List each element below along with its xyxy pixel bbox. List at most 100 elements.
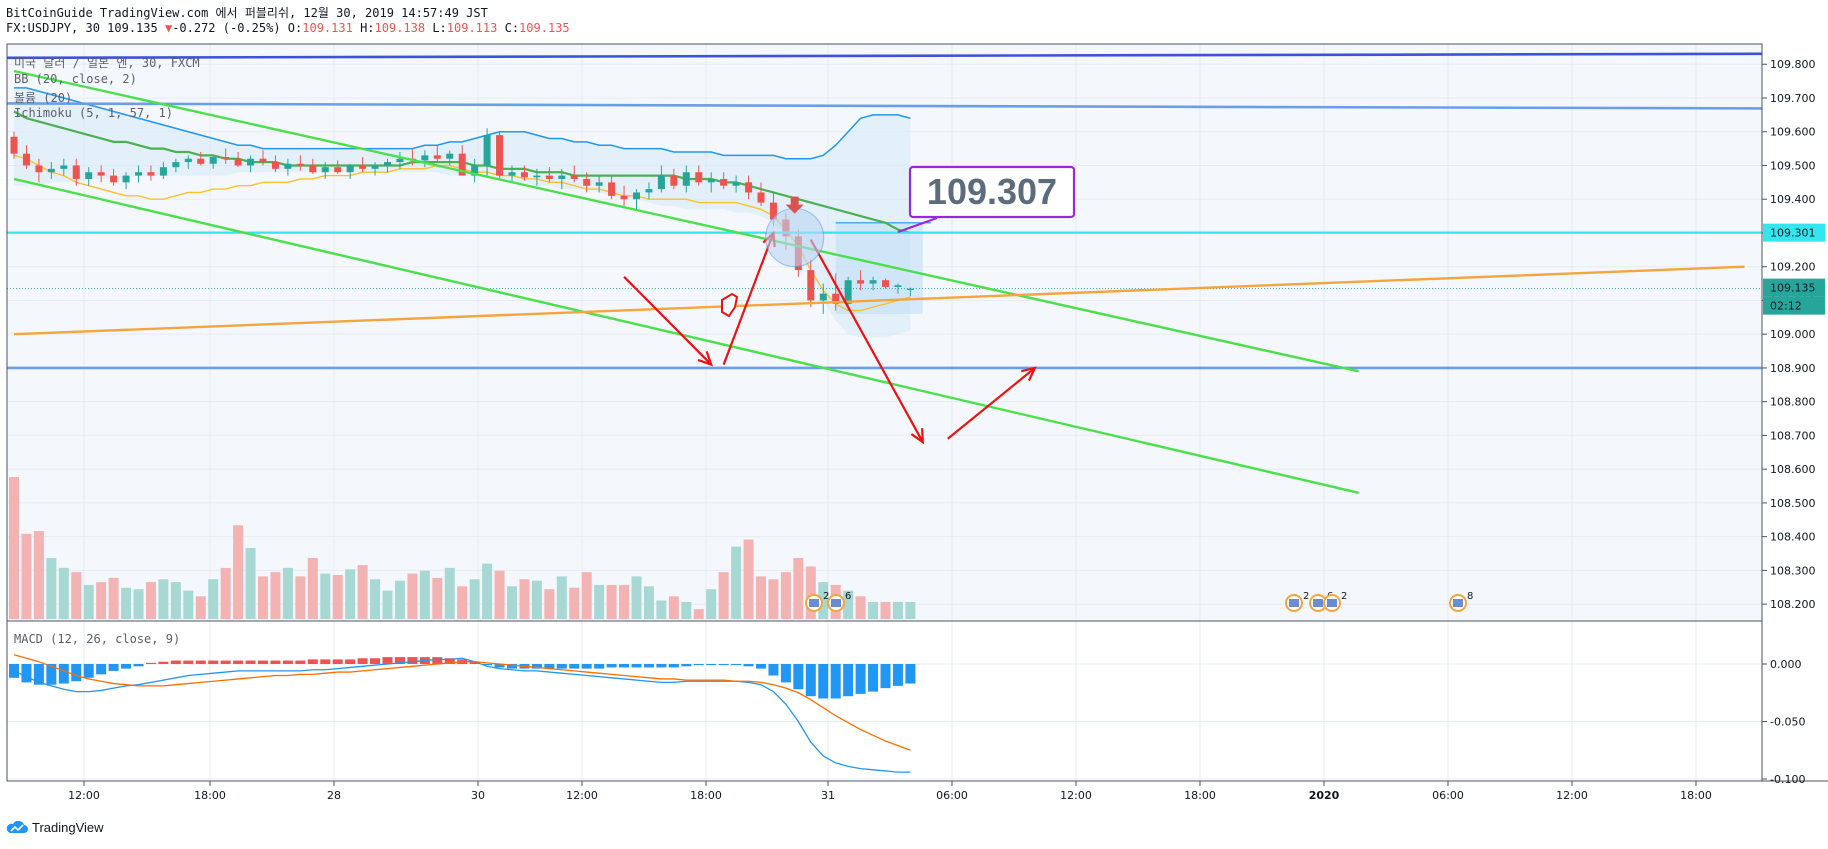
candle-body (47, 168, 55, 173)
price-tick-label: 109.500 (1770, 159, 1816, 172)
candle-body (234, 158, 242, 166)
volume-bar (631, 576, 642, 619)
macd-hist-bar (195, 660, 206, 664)
price-tick-label: 109.700 (1770, 92, 1816, 105)
time-tick-label: 30 (471, 789, 485, 802)
time-tick-label: 31 (821, 789, 835, 802)
volume-bar (33, 530, 44, 619)
candle-body (122, 175, 130, 183)
time-tick-label: 12:00 (68, 789, 100, 802)
volume-bar (345, 569, 356, 619)
macd-hist-bar (370, 658, 381, 664)
bb-band-fill (14, 87, 911, 338)
volume-bar (606, 584, 617, 619)
macd-hist-bar (158, 661, 169, 664)
macd-line (13, 657, 911, 773)
countdown-badge: 02:12 (1763, 296, 1825, 315)
tradingview-logo[interactable]: TradingView (6, 820, 104, 835)
volume-bar (332, 574, 343, 619)
level-price-badge-bg (1763, 223, 1825, 242)
candle-body (720, 178, 728, 186)
candle-body (608, 182, 616, 196)
macd-hist-bar (531, 664, 542, 669)
price-tick-label: 108.800 (1770, 396, 1816, 409)
signal-line (13, 654, 911, 751)
volume-bar (594, 584, 605, 619)
ichimoku-legend[interactable]: Ichimoku (5, 1, 57, 1) (14, 106, 173, 120)
volume-legend[interactable]: 볼륨 (20) (14, 91, 73, 105)
volume-bar (768, 579, 779, 619)
candle-body (22, 153, 30, 166)
volume-bar (444, 567, 455, 619)
bb-legend[interactable]: BB (20, close, 2) (14, 72, 137, 86)
hand-pointer-icon (721, 292, 739, 318)
candle-body (520, 172, 528, 178)
candle-body (284, 163, 292, 169)
macd-hist-bar (145, 662, 156, 664)
candle-body (483, 135, 491, 166)
candle-body (906, 288, 914, 290)
macd-hist-bar (121, 664, 132, 669)
volume-bar (581, 572, 592, 619)
volume-bar (270, 572, 281, 619)
time-tick-label: 28 (327, 789, 341, 802)
macd-hist-bar (494, 664, 505, 668)
macd-hist-bar (556, 664, 567, 669)
macd-hist-bar (656, 664, 667, 668)
volume-bar (482, 563, 493, 619)
symbol-line: FX:USDJPY, 30 109.135 ▼-0.272 (-0.25%) O… (6, 21, 570, 35)
candle-body (807, 270, 815, 301)
volume-bar (145, 582, 156, 619)
macd-hist-bar (270, 660, 281, 664)
volume-bar (58, 567, 69, 619)
countdown-badge-bg (1763, 296, 1825, 315)
macd-hist-bar (643, 664, 654, 668)
price-tick-label: 108.900 (1770, 362, 1816, 375)
volume-bar (756, 576, 766, 619)
time-tick-label: 12:00 (566, 789, 598, 802)
volume-bar (183, 590, 194, 619)
macd-hist-bar (768, 664, 779, 676)
candle-body (346, 165, 354, 173)
volume-bar (531, 580, 542, 619)
volume-bar (9, 477, 19, 619)
volume-bar (743, 539, 754, 619)
level-price-badge: 109.301 (1763, 223, 1825, 242)
macd-hist-bar (507, 664, 517, 669)
candle-body (471, 165, 479, 176)
macd-legend[interactable]: MACD (12, 26, close, 9) (14, 632, 181, 646)
flag-icon-fill (831, 599, 841, 607)
candle-body (35, 165, 43, 173)
last-price-badge-bg (1763, 278, 1825, 297)
macd-hist-bar (382, 657, 393, 664)
candle-body (135, 172, 142, 176)
volume-bar (494, 570, 505, 619)
volume-bar (731, 546, 742, 619)
event-count: 2 (1341, 591, 1347, 602)
time-tick-label: 18:00 (690, 789, 722, 802)
candle-body (558, 175, 566, 179)
symbol-legend[interactable]: 미국 달러 / 일본 엔, 30, FXCM (14, 56, 200, 70)
macd-hist-bar (818, 664, 829, 699)
macd-hist-bar (619, 664, 630, 668)
volume-bar (569, 587, 580, 619)
volume-bar (258, 576, 268, 619)
macd-hist-bar (905, 664, 916, 684)
macd-hist-bar (706, 664, 717, 666)
macd-hist-bar (108, 664, 119, 671)
macd-hist-bar (830, 664, 841, 699)
macd-hist-bar (96, 664, 107, 675)
macd-hist-bar (133, 664, 144, 667)
macd-tick-label: -0.050 (1770, 716, 1805, 729)
volume-bar (220, 567, 231, 619)
flag-icon-fill (1289, 599, 1299, 607)
macd-hist-bar (307, 659, 318, 664)
volume-bar (394, 580, 405, 619)
candle-body (496, 135, 504, 176)
macd-hist-bar (482, 664, 493, 666)
candle-body (259, 158, 267, 163)
candle-body (97, 172, 105, 176)
macd-hist-bar (208, 660, 219, 664)
volume-bar (805, 566, 816, 619)
